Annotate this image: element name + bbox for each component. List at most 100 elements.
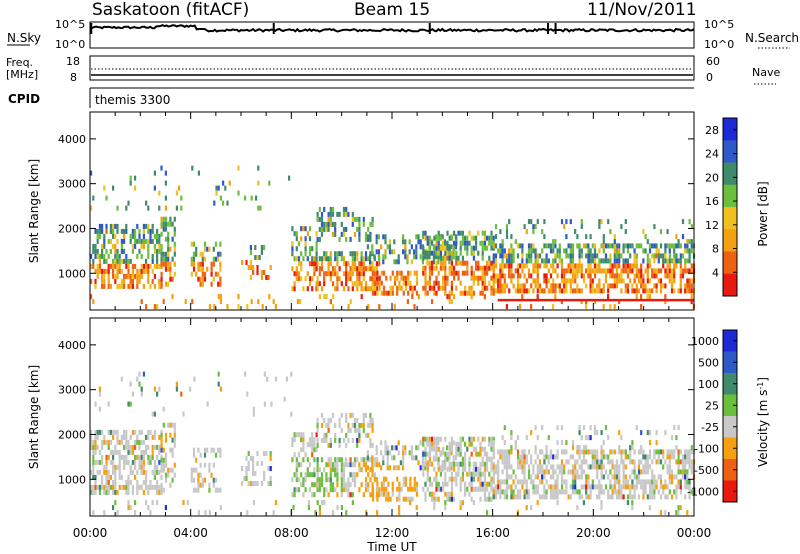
heatmap-cell xyxy=(497,278,500,284)
heatmap-cell xyxy=(532,469,535,475)
heatmap-cell xyxy=(477,280,480,286)
heatmap-cell xyxy=(442,486,445,492)
heatmap-cell xyxy=(494,489,498,495)
heatmap-cell xyxy=(490,496,493,502)
heatmap-cell xyxy=(167,281,170,287)
heatmap-cell xyxy=(127,449,130,455)
heatmap-cell xyxy=(208,487,211,493)
velocity-heatmap xyxy=(90,371,696,516)
heatmap-cell xyxy=(92,243,95,249)
heatmap-cell xyxy=(611,474,614,480)
heatmap-cell xyxy=(637,288,641,294)
heatmap-cell xyxy=(439,235,442,241)
heatmap-cell xyxy=(219,241,222,247)
heatmap-cell xyxy=(306,442,309,448)
heatmap-cell xyxy=(327,256,330,262)
heatmap-cell xyxy=(404,249,407,255)
heatmap-cell xyxy=(140,238,143,244)
heatmap-cell xyxy=(358,281,361,287)
heatmap-cell xyxy=(217,271,220,277)
heatmap-cell xyxy=(244,195,247,201)
heatmap-cell xyxy=(380,465,383,471)
heatmap-cell xyxy=(596,464,599,470)
heatmap-cell xyxy=(131,484,134,490)
heatmap-cell xyxy=(571,479,575,485)
heatmap-cell xyxy=(662,258,665,264)
heatmap-cell xyxy=(424,465,427,471)
heatmap-cell xyxy=(151,228,154,234)
heatmap-cell xyxy=(340,505,343,511)
heatmap-cell xyxy=(219,276,222,282)
heatmap-cell xyxy=(167,467,170,473)
heatmap-cell xyxy=(125,444,128,450)
heatmap-cell xyxy=(556,489,559,495)
heatmap-cell xyxy=(442,280,445,286)
heatmap-cell xyxy=(408,239,411,245)
heatmap-cell xyxy=(455,451,458,457)
heatmap-cell xyxy=(208,462,211,468)
heatmap-cell xyxy=(552,494,555,500)
heatmap-cell xyxy=(92,195,95,201)
heatmap-cell xyxy=(499,243,502,249)
heatmap-cell xyxy=(413,481,416,487)
heatmap-cell xyxy=(653,479,656,485)
heatmap-cell xyxy=(635,288,638,294)
heatmap-cell xyxy=(607,474,610,480)
heatmap-cell xyxy=(118,263,121,269)
heatmap-cell xyxy=(428,245,431,251)
heatmap-cell xyxy=(349,472,352,478)
heatmap-cell xyxy=(428,235,431,241)
heatmap-cell xyxy=(679,283,682,289)
heatmap-cell xyxy=(313,261,316,267)
heatmap-cell xyxy=(203,276,207,282)
heatmap-cell xyxy=(530,474,533,480)
heatmap-cell xyxy=(505,263,509,269)
heatmap-cell xyxy=(604,273,608,279)
heatmap-cell xyxy=(413,476,416,482)
heatmap-cell xyxy=(565,283,568,289)
heatmap-cell xyxy=(103,268,106,274)
heatmap-cell xyxy=(523,273,526,279)
heatmap-cell xyxy=(668,273,671,279)
heatmap-cell xyxy=(197,510,200,516)
heatmap-cell xyxy=(366,234,369,240)
heatmap-cell xyxy=(120,434,123,440)
heatmap-cell xyxy=(371,496,375,502)
heatmap-cell xyxy=(681,474,685,480)
heatmap-cell xyxy=(675,435,678,441)
heatmap-cell xyxy=(123,248,126,254)
heatmap-cell xyxy=(151,411,154,417)
heatmap-cell xyxy=(545,445,548,451)
heatmap-cell xyxy=(483,446,486,452)
heatmap-cell xyxy=(138,268,141,274)
heatmap-cell xyxy=(648,479,652,485)
heatmap-cell xyxy=(347,492,350,498)
heatmap-cell xyxy=(171,467,174,473)
heatmap-cell xyxy=(541,464,544,470)
heatmap-cell xyxy=(422,265,425,271)
heatmap-cell xyxy=(615,248,619,254)
heatmap-cell xyxy=(153,243,156,249)
heatmap-cell xyxy=(158,283,161,289)
heatmap-cell xyxy=(510,435,513,441)
heatmap-cell xyxy=(140,243,143,249)
heatmap-cell xyxy=(492,469,495,475)
heatmap-cell xyxy=(101,459,104,465)
heatmap-cell xyxy=(300,437,303,443)
heatmap-cell xyxy=(483,486,486,492)
heatmap-cell xyxy=(371,465,374,471)
heatmap-cell xyxy=(690,299,693,305)
heatmap-cell xyxy=(125,439,128,445)
heatmap-cell xyxy=(611,273,614,279)
heatmap-cell xyxy=(364,266,368,272)
heatmap-cell xyxy=(107,283,110,289)
heatmap-cell xyxy=(94,243,97,249)
heatmap-cell xyxy=(169,276,172,282)
heatmap-cell xyxy=(351,472,354,478)
heatmap-cell xyxy=(565,219,568,225)
heatmap-cell xyxy=(516,435,520,441)
heatmap-cell xyxy=(398,510,401,516)
heatmap-cell xyxy=(503,278,506,284)
heatmap-cell xyxy=(646,479,649,485)
